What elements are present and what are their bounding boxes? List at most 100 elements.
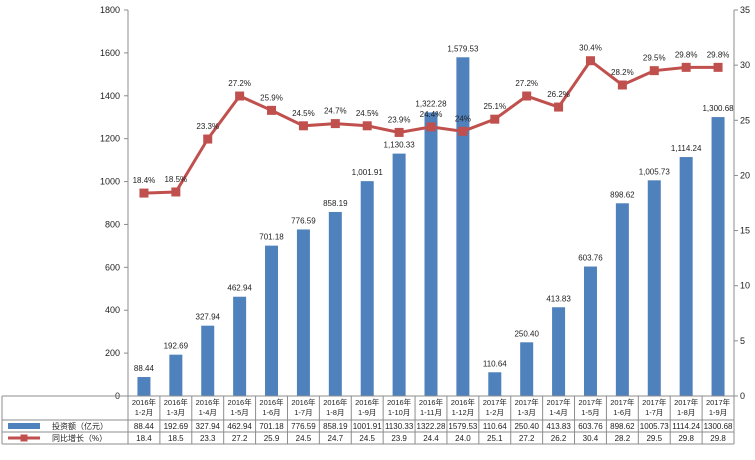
bar bbox=[615, 203, 629, 396]
y-right-tick-label: 15 bbox=[740, 226, 750, 236]
line-data-label: 25.9% bbox=[260, 93, 283, 102]
y-left-tick-label: 1200 bbox=[100, 134, 120, 144]
table-line-value: 24.0 bbox=[455, 434, 471, 443]
table-line-value: 29.8 bbox=[710, 434, 726, 443]
table-bar-value: 1130.33 bbox=[385, 422, 414, 431]
line-data-label: 27.2% bbox=[228, 79, 251, 88]
line-point bbox=[171, 187, 181, 197]
line-data-label: 29.8% bbox=[675, 50, 698, 59]
bar bbox=[137, 377, 151, 396]
x-tick-label-year: 2017年 bbox=[674, 397, 699, 407]
x-tick-label-year: 2016年 bbox=[164, 397, 189, 407]
x-tick-label-year: 2016年 bbox=[451, 397, 476, 407]
bar bbox=[679, 157, 693, 396]
table-line-value: 23.3 bbox=[200, 434, 216, 443]
x-tick-label-year: 2017年 bbox=[578, 397, 603, 407]
x-tick-label-year: 2017年 bbox=[515, 397, 540, 407]
bar-data-label: 603.76 bbox=[578, 254, 603, 263]
x-tick-label-period: 1-5月 bbox=[581, 408, 599, 417]
x-tick-label-period: 1-2月 bbox=[135, 408, 153, 417]
bar-data-label: 1,114.24 bbox=[671, 144, 702, 153]
table-line-value: 18.5 bbox=[168, 434, 184, 443]
line-point bbox=[330, 119, 340, 129]
bar bbox=[201, 325, 215, 396]
bar-data-label: 858.19 bbox=[323, 199, 348, 208]
x-tick-label-period: 1-9月 bbox=[358, 408, 376, 417]
y-right-tick-label: 35 bbox=[740, 5, 750, 15]
table-bar-value: 898.62 bbox=[610, 422, 635, 431]
table-line-value: 18.4 bbox=[136, 434, 152, 443]
line-point bbox=[235, 91, 245, 101]
legend-bar-label: 投资额（亿元） bbox=[52, 421, 108, 431]
bar bbox=[360, 181, 374, 396]
bar-data-label: 1,001.91 bbox=[352, 168, 384, 177]
y-left-tick-label: 1800 bbox=[100, 5, 120, 15]
x-tick-label-period: 1-7月 bbox=[645, 408, 663, 417]
x-tick-label-period: 1-12月 bbox=[452, 408, 475, 417]
x-tick-label-period: 1-11月 bbox=[420, 408, 442, 417]
y-left-tick-label: 1400 bbox=[100, 91, 120, 101]
legend-bar-swatch bbox=[8, 423, 40, 429]
bar-data-label: 1,579.53 bbox=[447, 44, 479, 53]
bar bbox=[424, 112, 438, 396]
line-data-label: 24.5% bbox=[292, 109, 315, 118]
table-line-value: 30.4 bbox=[583, 434, 599, 443]
table-line-value: 24.5 bbox=[359, 434, 375, 443]
line-point bbox=[681, 62, 691, 72]
x-tick-label-period: 1-7月 bbox=[294, 408, 312, 417]
x-tick-label-period: 1-8月 bbox=[326, 408, 344, 417]
line-point bbox=[458, 126, 468, 136]
line-point bbox=[426, 122, 436, 132]
line-point bbox=[649, 66, 659, 76]
table-bar-value: 250.40 bbox=[514, 422, 539, 431]
line-point bbox=[554, 102, 564, 112]
x-tick-label-year: 2016年 bbox=[259, 397, 284, 407]
line-point bbox=[617, 80, 627, 90]
x-tick-label-period: 1-4月 bbox=[199, 408, 217, 417]
line-data-label: 26.2% bbox=[547, 90, 570, 99]
x-tick-label-period: 1-6月 bbox=[613, 408, 631, 417]
line-data-label: 23.3% bbox=[196, 122, 219, 131]
table-bar-value: 1322.28 bbox=[417, 422, 446, 431]
y-left-tick-label: 600 bbox=[105, 262, 120, 272]
bar-data-label: 413.83 bbox=[546, 294, 571, 303]
line-data-label: 23.9% bbox=[388, 115, 411, 124]
table-line-value: 27.2 bbox=[232, 434, 248, 443]
bar-data-label: 1,130.33 bbox=[384, 141, 416, 150]
line-data-label: 24.4% bbox=[420, 110, 443, 119]
bar-data-label: 88.44 bbox=[134, 364, 155, 373]
table-bar-value: 462.94 bbox=[227, 422, 252, 431]
bar bbox=[488, 372, 502, 396]
x-tick-label-period: 1-10月 bbox=[388, 408, 411, 417]
bar bbox=[233, 296, 247, 396]
table-bar-value: 413.83 bbox=[546, 422, 571, 431]
x-tick-label-period: 1-3月 bbox=[167, 408, 185, 417]
bar-data-label: 1,005.73 bbox=[639, 167, 671, 176]
x-tick-label-year: 2016年 bbox=[196, 397, 221, 407]
y-left-tick-label: 1600 bbox=[100, 48, 120, 58]
line-data-label: 24.5% bbox=[356, 109, 379, 118]
table-bar-value: 776.59 bbox=[291, 422, 316, 431]
line-data-label: 18.4% bbox=[133, 176, 156, 185]
bar bbox=[583, 266, 597, 396]
table-line-value: 24.4 bbox=[423, 434, 439, 443]
bar bbox=[711, 117, 725, 396]
table-bar-value: 1300.68 bbox=[704, 422, 733, 431]
x-tick-label-year: 2017年 bbox=[483, 397, 508, 407]
table-line-value: 24.7 bbox=[328, 434, 344, 443]
x-tick-label-period: 1-4月 bbox=[549, 408, 567, 417]
table-bar-value: 603.76 bbox=[578, 422, 603, 431]
table-line-value: 28.2 bbox=[615, 434, 631, 443]
bar-data-label: 192.69 bbox=[164, 342, 189, 351]
table-bar-value: 1005.73 bbox=[640, 422, 669, 431]
bar-data-label: 1,322.28 bbox=[415, 99, 447, 108]
table-bar-value: 192.69 bbox=[164, 422, 189, 431]
table-line-value: 29.5 bbox=[646, 434, 662, 443]
line-data-label: 24.7% bbox=[324, 107, 347, 116]
bar-data-label: 327.94 bbox=[196, 313, 221, 322]
table-line-value: 23.9 bbox=[391, 434, 407, 443]
line-point bbox=[362, 121, 372, 131]
line-data-label: 29.8% bbox=[707, 50, 730, 59]
table-bar-value: 327.94 bbox=[196, 422, 221, 431]
